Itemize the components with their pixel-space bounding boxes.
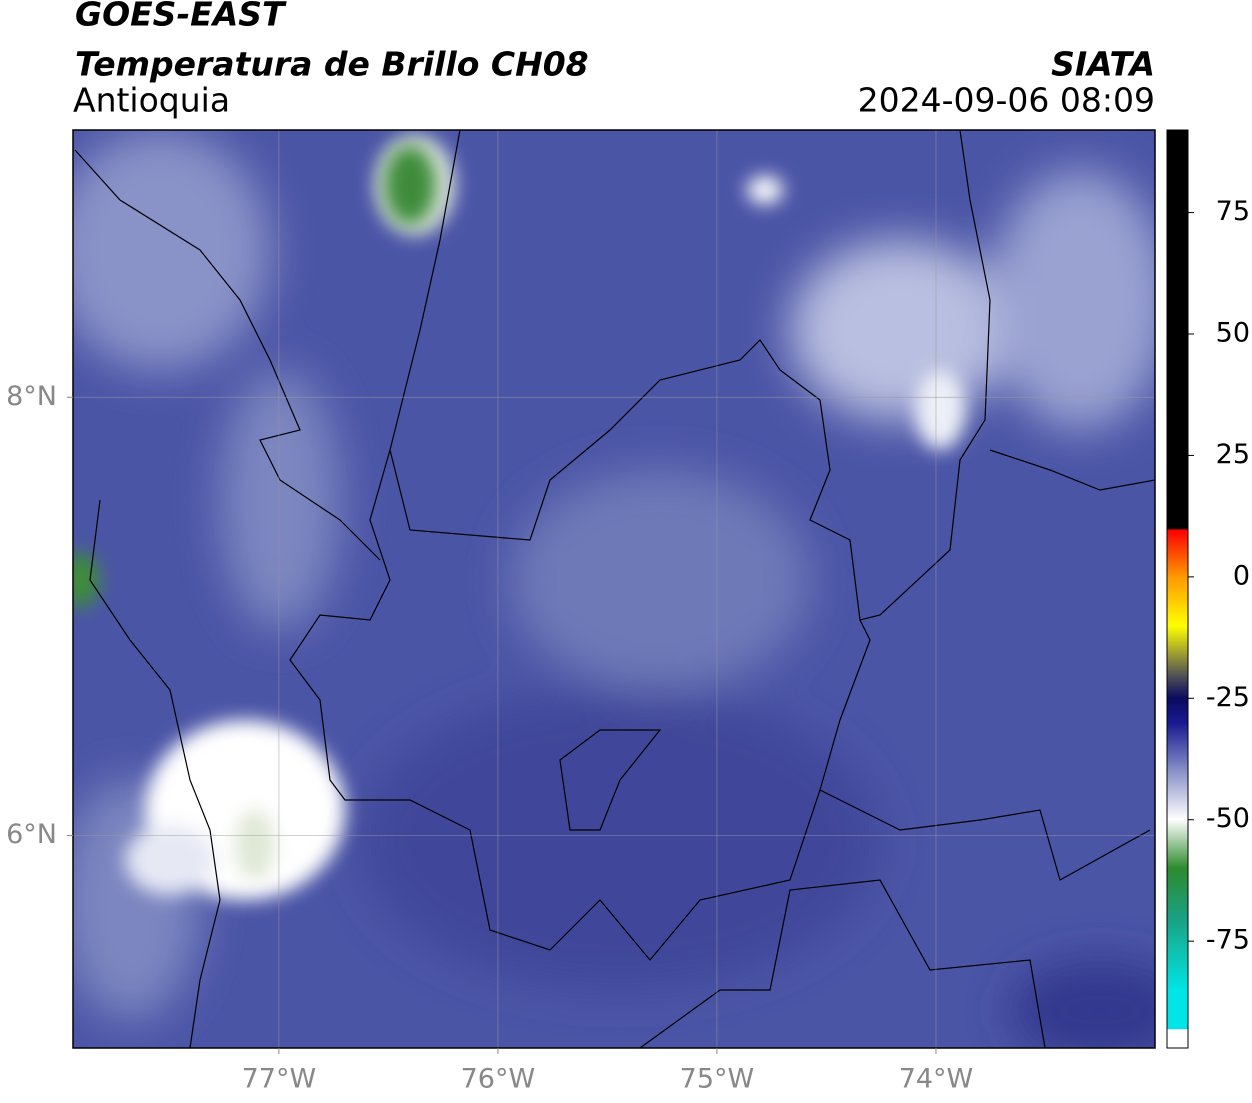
subtitle: Temperatura de Brillo CH08 [75, 45, 589, 84]
satellite-image [73, 130, 1155, 1048]
colorbar-tick-label: -75 [1206, 925, 1250, 956]
x-tick-label: 74°W [899, 1064, 974, 1095]
colorbar-tick-label: -50 [1206, 803, 1250, 834]
border [89, 499, 221, 1048]
x-tick-label: 75°W [680, 1064, 755, 1095]
border [639, 879, 1046, 1048]
source: SIATA [1051, 45, 1155, 84]
colorbar [1166, 129, 1189, 1049]
border [989, 449, 1155, 491]
border [389, 130, 991, 621]
border [819, 789, 1151, 881]
datetime: 2024-09-06 08:09 [858, 81, 1155, 120]
map-frame [72, 129, 1156, 1049]
colorbar-tick-label: 50 [1216, 318, 1250, 349]
title: GOES-EAST [75, 0, 287, 34]
border [559, 729, 662, 831]
colorbar-tick-label: 0 [1233, 560, 1250, 591]
border [289, 449, 871, 961]
colorbar-tick-label: 25 [1216, 439, 1250, 470]
colorbar-tick-label: -25 [1206, 682, 1250, 713]
region: Antioquia [73, 81, 230, 120]
x-tick-label: 76°W [461, 1064, 536, 1095]
grid [73, 130, 1155, 1048]
y-tick-label: 8°N [6, 381, 57, 412]
x-tick-label: 77°W [242, 1064, 317, 1095]
y-tick-label: 6°N [6, 819, 57, 850]
colorbar-tick-label: 75 [1216, 196, 1250, 227]
border [74, 149, 381, 561]
